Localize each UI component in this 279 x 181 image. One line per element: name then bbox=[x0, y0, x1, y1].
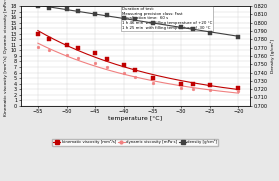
Legend: kinematic viscosity [mm²/s], dynamic viscosity [mPa·s], density [g/cm³]: kinematic viscosity [mm²/s], dynamic vis… bbox=[52, 139, 218, 146]
X-axis label: temperature [°C]: temperature [°C] bbox=[108, 116, 162, 121]
Y-axis label: Density [g/cm³]: Density [g/cm³] bbox=[270, 39, 275, 73]
Text: Duration of test:
Measuring precision class: Fast
Equalization time:  60 s
1 h 4: Duration of test: Measuring precision cl… bbox=[122, 7, 212, 30]
Y-axis label: Kinematic viscosity [mm²/s]  Dynamic viscosity [mPa·s]: Kinematic viscosity [mm²/s] Dynamic visc… bbox=[4, 0, 8, 116]
